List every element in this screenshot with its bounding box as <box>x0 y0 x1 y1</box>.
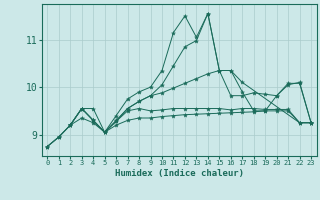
X-axis label: Humidex (Indice chaleur): Humidex (Indice chaleur) <box>115 169 244 178</box>
